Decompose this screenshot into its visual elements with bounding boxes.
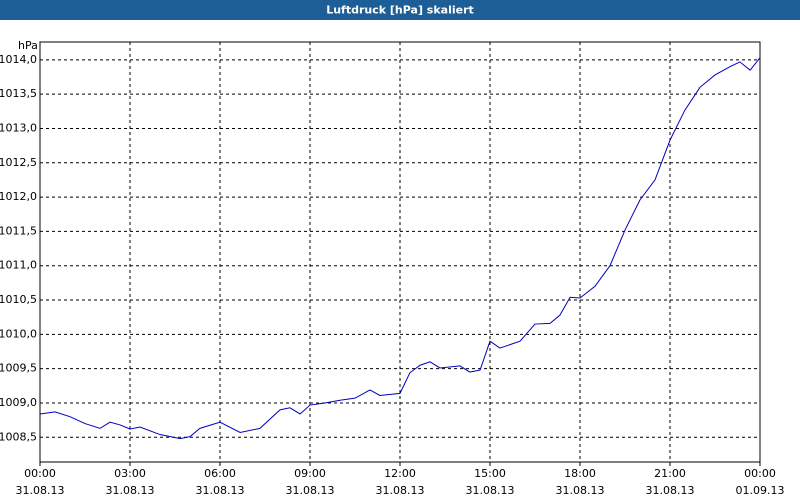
x-tick-sublabel: 31.08.13 bbox=[466, 484, 515, 497]
y-tick-label: 1009,0 bbox=[0, 396, 37, 409]
x-tick-sublabel: 31.08.13 bbox=[106, 484, 155, 497]
y-tick-label: 1010,5 bbox=[0, 293, 37, 306]
x-tick-label: 00:00 bbox=[744, 467, 776, 480]
x-tick-sublabel: 31.08.13 bbox=[646, 484, 695, 497]
x-tick-label: 12:00 bbox=[384, 467, 416, 480]
x-tick-sublabel: 31.08.13 bbox=[16, 484, 65, 497]
y-tick-label: 1010,0 bbox=[0, 327, 37, 340]
y-tick-label: 1009,5 bbox=[0, 362, 37, 375]
x-tick-sublabel: 31.08.13 bbox=[556, 484, 605, 497]
y-tick-label: 1012,0 bbox=[0, 190, 37, 203]
x-tick-label: 03:00 bbox=[114, 467, 146, 480]
x-tick-sublabel: 31.08.13 bbox=[376, 484, 425, 497]
x-tick-label: 21:00 bbox=[654, 467, 686, 480]
y-tick-label: 1011,0 bbox=[0, 259, 37, 272]
y-tick-label: 1013,5 bbox=[0, 87, 37, 100]
y-tick-label: 1012,5 bbox=[0, 156, 37, 169]
y-tick-label: 1011,5 bbox=[0, 224, 37, 237]
title-bar bbox=[0, 0, 800, 20]
x-tick-label: 00:00 bbox=[24, 467, 56, 480]
chart-title: Luftdruck [hPa] skaliert bbox=[326, 4, 474, 17]
x-tick-label: 09:00 bbox=[294, 467, 326, 480]
x-tick-sublabel: 01.09.13 bbox=[736, 484, 785, 497]
y-unit: hPa bbox=[18, 39, 38, 52]
x-tick-sublabel: 31.08.13 bbox=[286, 484, 335, 497]
x-tick-sublabel: 31.08.13 bbox=[196, 484, 245, 497]
x-tick-label: 18:00 bbox=[564, 467, 596, 480]
y-tick-label: 1013,0 bbox=[0, 121, 37, 134]
x-tick-label: 15:00 bbox=[474, 467, 506, 480]
plot-frame bbox=[39, 41, 761, 463]
data-line bbox=[39, 57, 761, 440]
y-tick-label: 1014,0 bbox=[0, 53, 37, 66]
x-tick-label: 06:00 bbox=[204, 467, 236, 480]
y-tick-label: 1008,5 bbox=[0, 430, 37, 443]
